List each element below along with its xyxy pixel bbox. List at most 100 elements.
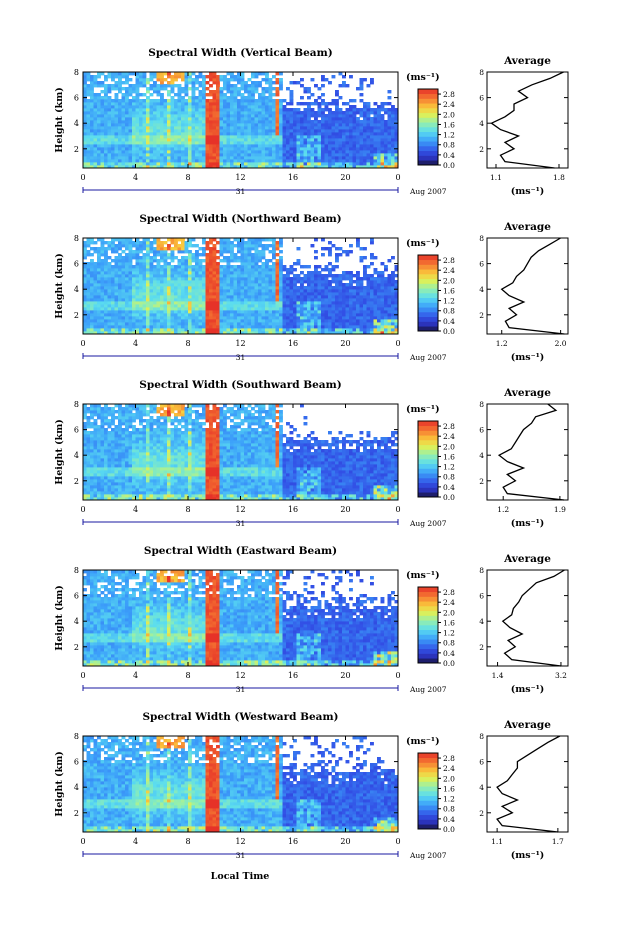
x-tick-label: 20 [340,671,350,680]
colorbar-segment [418,264,438,270]
avg-x-tick-label: 3.2 [555,671,567,680]
colorbar-segment [418,459,438,465]
colorbar-frame [417,420,439,498]
colorbar-segment [418,606,438,612]
x-tick-label: 20 [340,173,350,182]
colorbar-tick-label: 1.2 [443,463,455,472]
colorbar-segment [418,629,438,635]
x-tick-label: 8 [185,671,190,680]
colorbar-segment [418,297,438,303]
average-unit: (ms⁻¹) [511,850,545,861]
avg-y-tick-label: 2 [479,477,484,486]
x-tick-label: 0 [80,671,85,680]
colorbar-tick-label: 0.0 [443,825,455,834]
avg-y-tick-label: 4 [479,451,484,460]
colorbar-segment [418,421,438,427]
colorbar-segment [418,274,438,280]
day-label: 31 [236,685,246,694]
x-tick-label: 8 [185,339,190,348]
avg-x-tick-label: 1.1 [490,173,502,182]
colorbar-tick-label: 0.4 [443,483,455,492]
colorbar-segment [418,117,438,123]
colorbar-unit: (ms⁻¹) [406,570,440,581]
colorbar-tick-label: 2.0 [443,110,455,119]
avg-y-tick-label: 6 [479,426,484,435]
colorbar-frame [417,88,439,166]
panel-title: Spectral Width (Vertical Beam) [148,47,332,59]
colorbar-tick-label: 1.2 [443,629,455,638]
colorbar-segment [418,482,438,488]
y-tick-label: 4 [74,119,79,128]
y-tick-label: 4 [74,451,79,460]
colorbar-tick-label: 2.8 [443,754,455,763]
colorbar-tick-label: 1.6 [443,286,455,295]
colorbar-segment [418,639,438,645]
colorbar-tick-label: 1.6 [443,452,455,461]
colorbar-tick-label: 0.8 [443,473,455,482]
avg-y-tick-label: 6 [479,94,484,103]
panel-2: Spectral Width (Northward Beam) 2 4 6 8 Heigh… [54,213,569,363]
colorbar-segment [418,814,438,820]
colorbar-segment [418,610,438,616]
x-tick-label: 12 [235,671,245,680]
y-tick-label: 8 [74,566,79,575]
colorbar-segment [418,326,438,332]
x-tick-label: 12 [235,837,245,846]
average-frame [486,569,569,667]
colorbar-segment [418,288,438,294]
avg-y-tick-label: 6 [479,592,484,601]
day-label: 31 [236,851,246,860]
colorbar-segment [418,136,438,142]
heatmap-cells [83,736,399,833]
y-tick-label: 2 [74,477,79,486]
colorbar-segment [418,772,438,778]
colorbar-segment [418,103,438,109]
colorbar-segment [418,587,438,593]
colorbar-segment [418,795,438,801]
colorbar-frame [417,586,439,664]
colorbar-segment [418,653,438,659]
x-tick-label: 4 [133,505,138,514]
colorbar-segment [418,634,438,640]
colorbar-segment [418,89,438,95]
average-title: Average [503,55,551,67]
colorbar-segment [418,150,438,156]
colorbar-segment [418,321,438,327]
colorbar-segment [418,293,438,299]
y-tick-label: 6 [74,94,79,103]
colorbar-segment [418,160,438,166]
colorbar-segment [418,819,438,825]
avg-x-tick-label: 1.2 [496,339,508,348]
x-tick-label: 0 [395,173,400,182]
colorbar-tick-label: 0.0 [443,659,455,668]
average-profile-line [501,569,565,667]
average-unit: (ms⁻¹) [511,518,545,529]
colorbar-segment [418,444,438,450]
average-unit: (ms⁻¹) [511,186,545,197]
colorbar-tick-label: 2.4 [443,266,455,275]
date-label: Aug 2007 [409,851,447,860]
colorbar-segment [418,430,438,436]
x-tick-label: 20 [340,505,350,514]
colorbar-segment [418,786,438,792]
colorbar-segment [418,487,438,493]
x-tick-label: 16 [288,837,298,846]
colorbar-segment [418,615,438,621]
y-tick-label: 4 [74,617,79,626]
colorbar-segment [418,468,438,474]
x-axis-label: Local Time [211,871,270,882]
avg-y-tick-label: 2 [479,145,484,154]
colorbar-tick-label: 1.2 [443,795,455,804]
colorbar-segment [418,302,438,308]
colorbar-segment [418,791,438,797]
colorbar-segment [418,312,438,318]
x-tick-label: 16 [288,339,298,348]
colorbar-tick-label: 0.8 [443,307,455,316]
heatmap-cells [83,238,399,335]
colorbar-tick-label: 1.6 [443,120,455,129]
x-tick-label: 4 [133,837,138,846]
colorbar-segment [418,127,438,133]
day-label: 31 [236,353,246,362]
avg-y-tick-label: 8 [479,732,484,741]
colorbar-segment [418,762,438,768]
